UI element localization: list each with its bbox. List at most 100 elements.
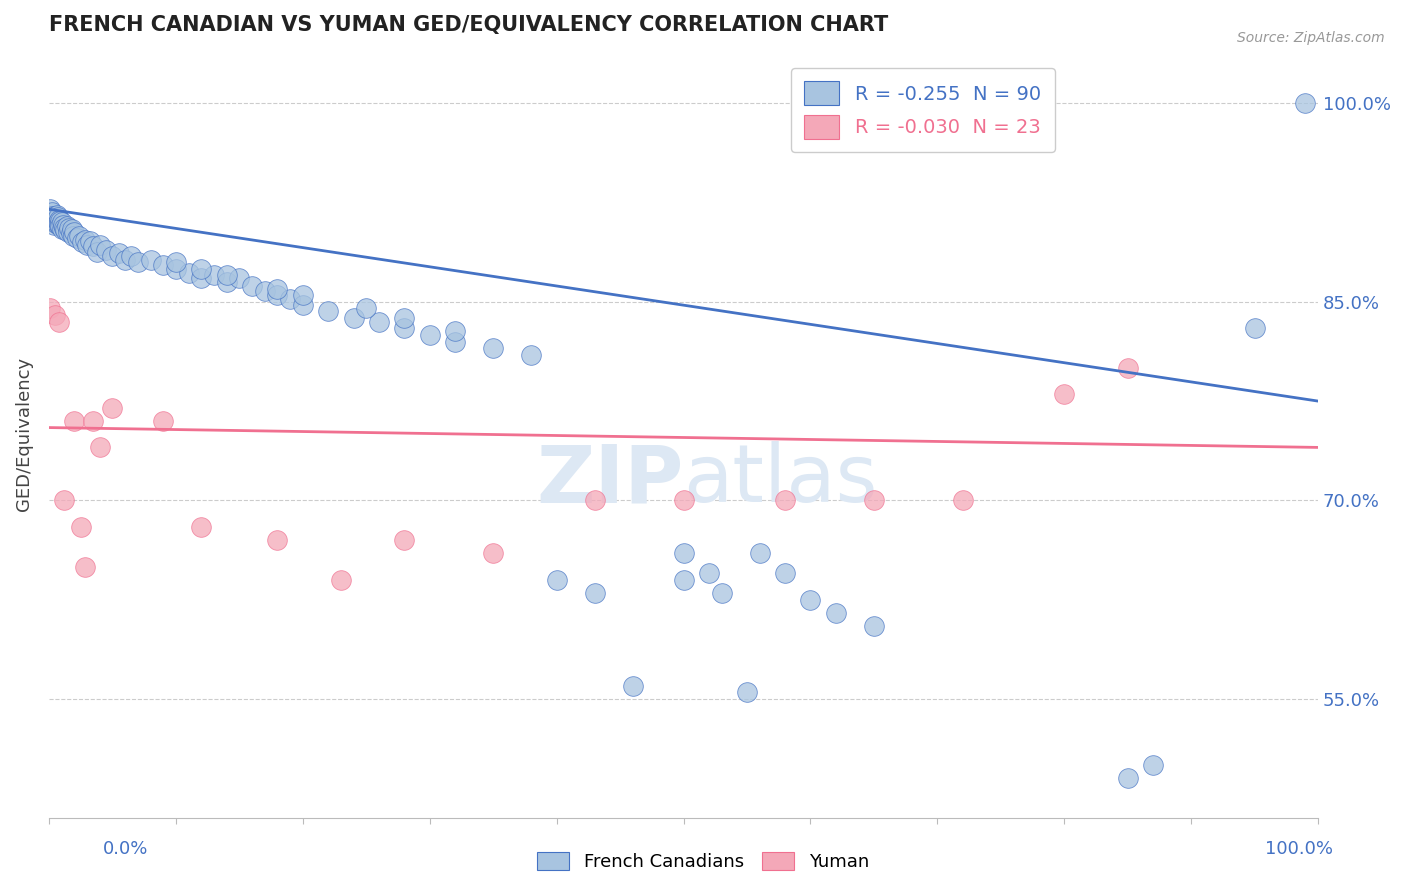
- Point: [215, 275, 238, 289]
- Point: [49, 214, 72, 228]
- Point: [51, 215, 73, 229]
- Point: [82, 414, 104, 428]
- Point: [67, 228, 90, 243]
- Point: [672, 546, 695, 560]
- Point: [62, 228, 84, 243]
- Point: [41, 205, 63, 219]
- Point: [42, 211, 65, 226]
- Point: [39, 202, 62, 217]
- Point: [1116, 771, 1139, 785]
- Point: [952, 493, 974, 508]
- Y-axis label: GED/Equivalency: GED/Equivalency: [15, 357, 32, 511]
- Point: [291, 288, 314, 302]
- Point: [583, 493, 606, 508]
- Point: [127, 255, 149, 269]
- Point: [240, 279, 263, 293]
- Point: [444, 324, 467, 338]
- Point: [190, 261, 212, 276]
- Point: [45, 217, 67, 231]
- Point: [165, 255, 187, 269]
- Point: [44, 214, 66, 228]
- Point: [41, 209, 63, 223]
- Point: [55, 223, 77, 237]
- Point: [42, 215, 65, 229]
- Point: [799, 592, 821, 607]
- Point: [329, 573, 352, 587]
- Point: [53, 493, 76, 508]
- Point: [316, 304, 339, 318]
- Point: [39, 301, 62, 316]
- Point: [82, 239, 104, 253]
- Point: [190, 271, 212, 285]
- Point: [1053, 387, 1076, 401]
- Point: [672, 493, 695, 508]
- Point: [342, 310, 364, 325]
- Point: [42, 212, 65, 227]
- Point: [824, 606, 846, 620]
- Point: [66, 231, 89, 245]
- Point: [63, 414, 86, 428]
- Point: [44, 209, 66, 223]
- Point: [520, 348, 543, 362]
- Point: [1116, 361, 1139, 376]
- Point: [735, 685, 758, 699]
- Point: [583, 586, 606, 600]
- Text: Source: ZipAtlas.com: Source: ZipAtlas.com: [1237, 31, 1385, 45]
- Text: ZIP: ZIP: [536, 442, 683, 519]
- Point: [101, 401, 124, 415]
- Point: [58, 220, 80, 235]
- Point: [139, 252, 162, 267]
- Point: [70, 235, 93, 250]
- Text: FRENCH CANADIAN VS YUMAN GED/EQUIVALENCY CORRELATION CHART: FRENCH CANADIAN VS YUMAN GED/EQUIVALENCY…: [49, 15, 889, 35]
- Point: [202, 268, 225, 283]
- Point: [710, 586, 733, 600]
- Point: [266, 533, 288, 547]
- Point: [1142, 758, 1164, 772]
- Point: [190, 520, 212, 534]
- Text: atlas: atlas: [683, 442, 877, 519]
- Point: [291, 297, 314, 311]
- Point: [79, 234, 101, 248]
- Point: [55, 219, 77, 234]
- Point: [121, 248, 143, 262]
- Point: [444, 334, 467, 349]
- Point: [394, 321, 416, 335]
- Point: [76, 238, 98, 252]
- Point: [863, 619, 886, 633]
- Point: [56, 225, 79, 239]
- Point: [48, 315, 70, 329]
- Point: [1294, 96, 1316, 111]
- Point: [73, 559, 96, 574]
- Point: [278, 292, 301, 306]
- Point: [621, 679, 644, 693]
- Point: [394, 533, 416, 547]
- Point: [697, 566, 720, 581]
- Point: [152, 258, 174, 272]
- Point: [51, 222, 73, 236]
- Point: [368, 315, 391, 329]
- Point: [49, 219, 72, 234]
- Point: [546, 573, 568, 587]
- Point: [89, 441, 111, 455]
- Point: [48, 212, 70, 227]
- Point: [94, 244, 117, 258]
- Point: [46, 215, 69, 229]
- Point: [394, 310, 416, 325]
- Legend: French Canadians, Yuman: French Canadians, Yuman: [530, 845, 876, 879]
- Point: [482, 546, 505, 560]
- Point: [773, 566, 796, 581]
- Point: [69, 520, 91, 534]
- Point: [215, 268, 238, 283]
- Point: [165, 261, 187, 276]
- Point: [266, 288, 288, 302]
- Point: [59, 226, 82, 240]
- Point: [253, 285, 276, 299]
- Point: [773, 493, 796, 508]
- Point: [152, 414, 174, 428]
- Point: [63, 225, 86, 239]
- Point: [228, 271, 250, 285]
- Point: [52, 218, 75, 232]
- Point: [107, 246, 129, 260]
- Point: [266, 282, 288, 296]
- Point: [748, 546, 770, 560]
